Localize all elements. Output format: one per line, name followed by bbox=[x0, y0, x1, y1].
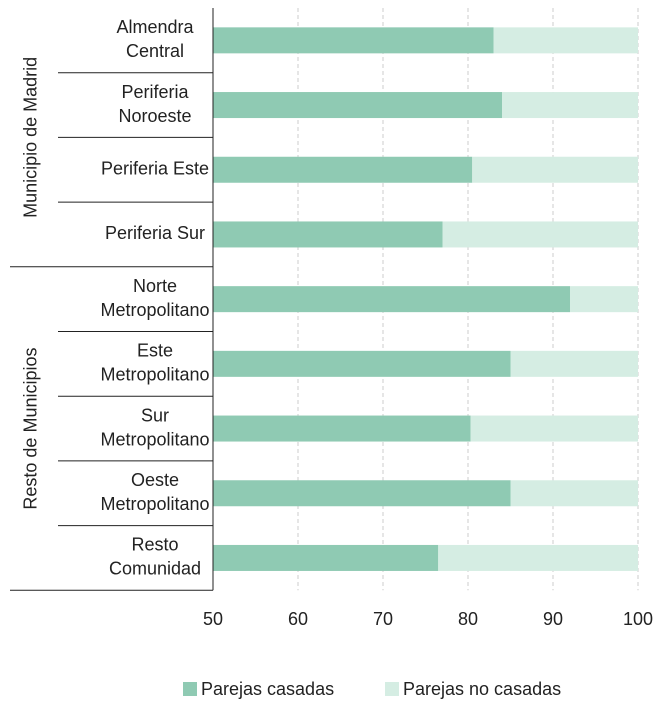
bar-segment bbox=[213, 156, 473, 183]
category-label: Central bbox=[126, 41, 184, 61]
bar-segment bbox=[213, 480, 511, 507]
category-label: Resto bbox=[131, 535, 178, 555]
bar-segment bbox=[213, 544, 439, 571]
bar-segment bbox=[213, 415, 471, 442]
bar-segment bbox=[213, 286, 570, 313]
category-label: Metropolitano bbox=[100, 494, 209, 514]
category-label: Sur bbox=[141, 405, 169, 425]
group-label: Resto de Municipios bbox=[21, 348, 41, 510]
category-label: Almendra bbox=[116, 17, 194, 37]
bar-segment bbox=[502, 92, 638, 119]
x-tick-label: 90 bbox=[543, 609, 563, 629]
category-label: Este bbox=[137, 341, 173, 361]
x-tick-label: 60 bbox=[288, 609, 308, 629]
category-label: Periferia bbox=[121, 82, 189, 102]
bar-segment bbox=[213, 92, 502, 119]
bar-segment bbox=[510, 480, 638, 507]
category-label: Comunidad bbox=[109, 559, 201, 579]
category-label: Periferia Sur bbox=[105, 223, 205, 243]
x-tick-label: 70 bbox=[373, 609, 393, 629]
bar-segment bbox=[510, 350, 638, 377]
group-label: Municipio de Madrid bbox=[21, 57, 41, 218]
category-label: Periferia Este bbox=[101, 159, 209, 179]
x-tick-label: 100 bbox=[623, 609, 653, 629]
category-label: Metropolitano bbox=[100, 300, 209, 320]
bar-segment bbox=[493, 27, 638, 54]
bar-segment bbox=[213, 350, 511, 377]
category-label: Metropolitano bbox=[100, 429, 209, 449]
x-tick-label: 50 bbox=[203, 609, 223, 629]
bar-segment bbox=[470, 415, 638, 442]
bar-segment bbox=[472, 156, 638, 183]
legend-label: Parejas no casadas bbox=[403, 679, 561, 699]
bar-segment bbox=[213, 27, 494, 54]
legend-swatch bbox=[183, 682, 197, 696]
category-label: Oeste bbox=[131, 470, 179, 490]
bar-segment bbox=[438, 544, 638, 571]
bar-segment bbox=[570, 286, 638, 313]
x-tick-label: 80 bbox=[458, 609, 478, 629]
bar-segment bbox=[442, 221, 638, 248]
legend-swatch bbox=[385, 682, 399, 696]
category-label: Noroeste bbox=[118, 106, 191, 126]
category-label: Norte bbox=[133, 276, 177, 296]
bar-segment bbox=[213, 221, 443, 248]
category-label: Metropolitano bbox=[100, 365, 209, 385]
legend-label: Parejas casadas bbox=[201, 679, 334, 699]
